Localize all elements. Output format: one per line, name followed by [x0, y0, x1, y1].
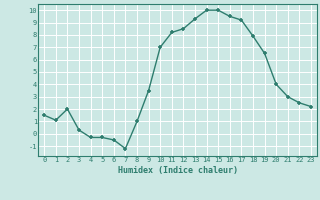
- X-axis label: Humidex (Indice chaleur): Humidex (Indice chaleur): [118, 166, 238, 175]
